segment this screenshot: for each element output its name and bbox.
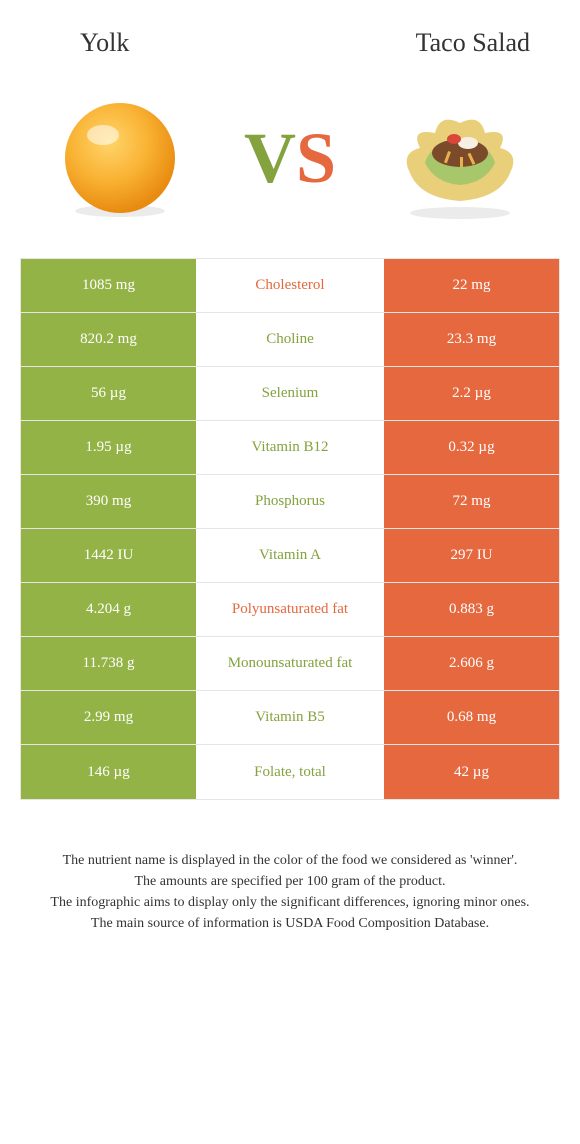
right-value: 23.3 mg: [384, 313, 559, 366]
nutrient-name: Vitamin B12: [196, 421, 384, 474]
title-left: Yolk: [80, 28, 129, 58]
footer-line: The infographic aims to display only the…: [30, 892, 550, 913]
header: Yolk Taco Salad: [0, 0, 580, 68]
nutrient-name: Choline: [196, 313, 384, 366]
left-value: 11.738 g: [21, 637, 196, 690]
nutrient-name: Cholesterol: [196, 259, 384, 312]
nutrient-name: Phosphorus: [196, 475, 384, 528]
right-value: 2.2 µg: [384, 367, 559, 420]
left-value: 146 µg: [21, 745, 196, 799]
table-row: 390 mgPhosphorus72 mg: [21, 475, 559, 529]
nutrient-name: Folate, total: [196, 745, 384, 799]
left-value: 820.2 mg: [21, 313, 196, 366]
left-value: 390 mg: [21, 475, 196, 528]
right-value: 2.606 g: [384, 637, 559, 690]
footer-line: The amounts are specified per 100 gram o…: [30, 871, 550, 892]
nutrient-name: Selenium: [196, 367, 384, 420]
left-value: 1.95 µg: [21, 421, 196, 474]
table-row: 56 µgSelenium2.2 µg: [21, 367, 559, 421]
table-row: 146 µgFolate, total42 µg: [21, 745, 559, 799]
nutrient-table: 1085 mgCholesterol22 mg820.2 mgCholine23…: [20, 258, 560, 800]
taco-salad-image: [390, 88, 530, 228]
table-row: 820.2 mgCholine23.3 mg: [21, 313, 559, 367]
vs-label: V S: [244, 117, 336, 200]
nutrient-name: Vitamin A: [196, 529, 384, 582]
title-right: Taco Salad: [416, 28, 530, 58]
table-row: 11.738 gMonounsaturated fat2.606 g: [21, 637, 559, 691]
right-value: 0.32 µg: [384, 421, 559, 474]
right-value: 0.68 mg: [384, 691, 559, 744]
nutrient-name: Polyunsaturated fat: [196, 583, 384, 636]
right-value: 297 IU: [384, 529, 559, 582]
right-value: 42 µg: [384, 745, 559, 799]
table-row: 1.95 µgVitamin B120.32 µg: [21, 421, 559, 475]
images-row: V S: [0, 68, 580, 258]
nutrient-name: Vitamin B5: [196, 691, 384, 744]
footer-line: The main source of information is USDA F…: [30, 913, 550, 934]
yolk-image: [50, 88, 190, 228]
right-value: 0.883 g: [384, 583, 559, 636]
left-value: 56 µg: [21, 367, 196, 420]
table-row: 1085 mgCholesterol22 mg: [21, 259, 559, 313]
footer-notes: The nutrient name is displayed in the co…: [0, 800, 580, 954]
left-value: 1442 IU: [21, 529, 196, 582]
right-value: 72 mg: [384, 475, 559, 528]
vs-v: V: [244, 117, 296, 200]
left-value: 1085 mg: [21, 259, 196, 312]
footer-line: The nutrient name is displayed in the co…: [30, 850, 550, 871]
nutrient-name: Monounsaturated fat: [196, 637, 384, 690]
right-value: 22 mg: [384, 259, 559, 312]
left-value: 4.204 g: [21, 583, 196, 636]
table-row: 1442 IUVitamin A297 IU: [21, 529, 559, 583]
table-row: 2.99 mgVitamin B50.68 mg: [21, 691, 559, 745]
table-row: 4.204 gPolyunsaturated fat0.883 g: [21, 583, 559, 637]
left-value: 2.99 mg: [21, 691, 196, 744]
vs-s: S: [296, 117, 336, 200]
